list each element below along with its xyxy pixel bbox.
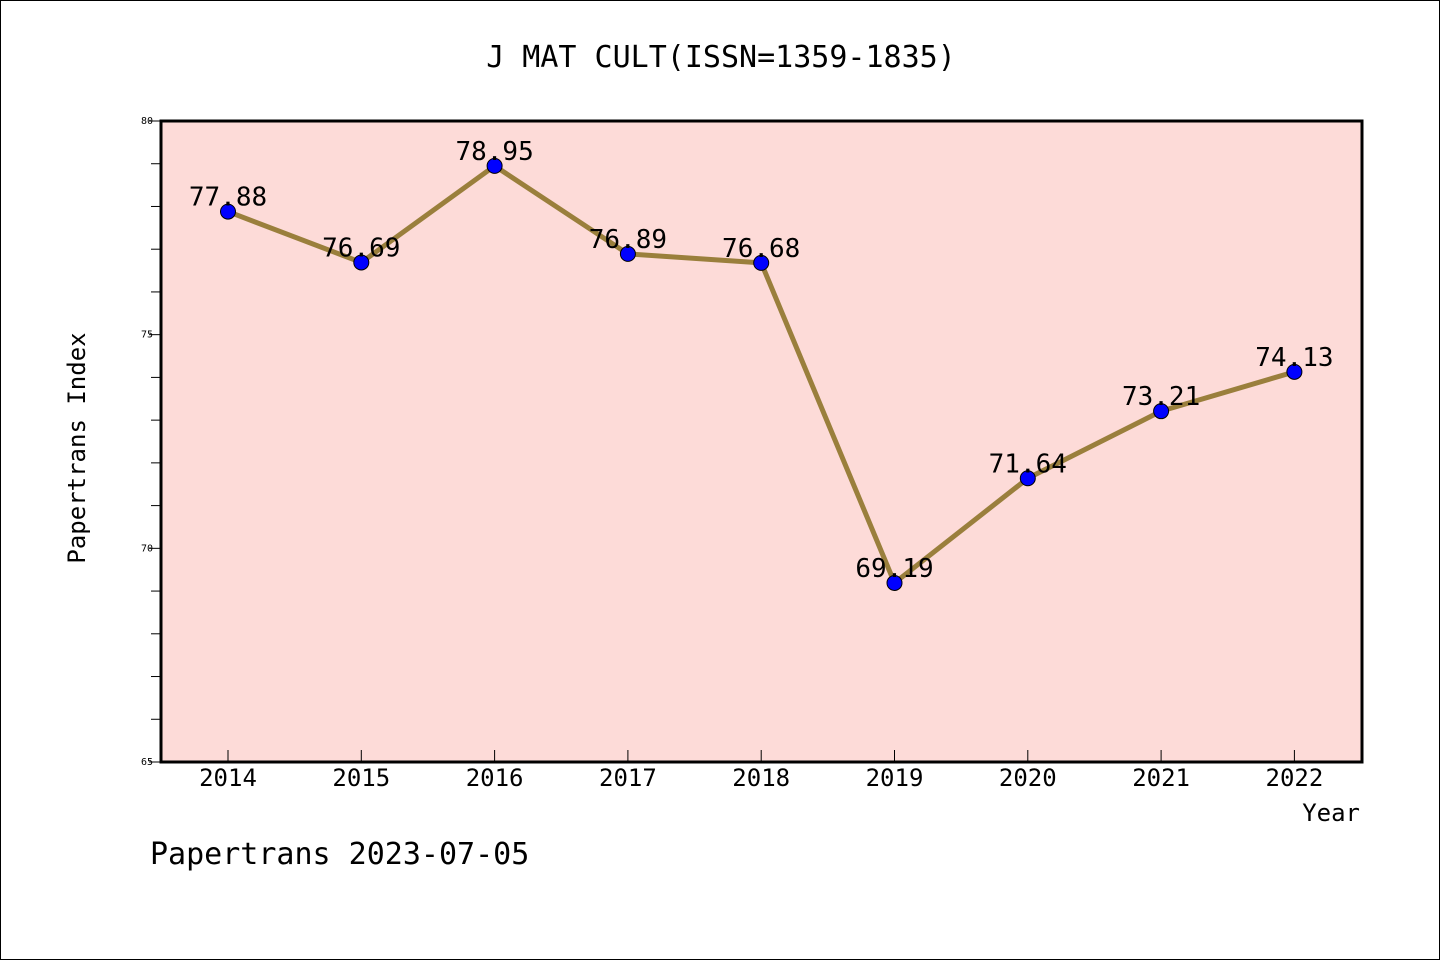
x-ticks: 2014 2015 2016 2017 2018 2019 2020 2021 2022 (199, 750, 1323, 792)
data-label: 71.64 (989, 449, 1067, 479)
x-axis-label: Year (1302, 799, 1360, 827)
x-tick-label: 2022 (1266, 764, 1324, 792)
x-tick-label: 2020 (999, 764, 1057, 792)
y-axis-label: Papertrans Index (63, 332, 91, 563)
y-tick-label: 65 (141, 757, 153, 768)
y-ticks: 65 70 75 80 (141, 116, 161, 768)
data-label: 77.88 (189, 183, 267, 213)
x-tick-label: 2015 (332, 764, 390, 792)
data-label: 76.89 (589, 225, 667, 255)
data-point (353, 254, 370, 271)
x-tick-label: 2016 (466, 764, 524, 792)
data-point (886, 574, 903, 591)
y-minor-ticks (151, 163, 161, 720)
x-tick-label: 2014 (199, 764, 257, 792)
data-label: 74.13 (1255, 343, 1333, 373)
data-markers (220, 157, 1303, 591)
data-point (220, 203, 236, 220)
data-label: 76.68 (722, 234, 800, 264)
y-tick-label: 80 (141, 116, 153, 127)
data-point (619, 245, 636, 262)
footer-date-stamp: Papertrans 2023-07-05 (150, 837, 529, 872)
data-point (486, 157, 503, 174)
data-point (1286, 363, 1303, 380)
x-tick-label: 2018 (732, 764, 790, 792)
data-label: 73.21 (1122, 382, 1200, 412)
data-point (1019, 470, 1036, 487)
plot-area (161, 121, 1362, 762)
data-label: 69.19 (855, 554, 933, 584)
plot-border (159, 119, 1364, 764)
data-label: 78.95 (455, 137, 533, 167)
x-tick-label: 2021 (1132, 764, 1190, 792)
chart-title: J MAT CULT(ISSN=1359-1835) (486, 40, 956, 75)
x-tick-label: 2017 (599, 764, 657, 792)
y-tick-label: 75 (141, 330, 153, 341)
data-labels: 77.88 76.69 78.95 76.89 76.68 69.19 71.64 73.21… (189, 137, 1334, 584)
data-label: 76.69 (322, 233, 400, 263)
data-point (753, 254, 770, 271)
x-tick-label: 2019 (866, 764, 924, 792)
y-tick-label: 70 (141, 543, 153, 554)
data-point (1153, 403, 1170, 420)
